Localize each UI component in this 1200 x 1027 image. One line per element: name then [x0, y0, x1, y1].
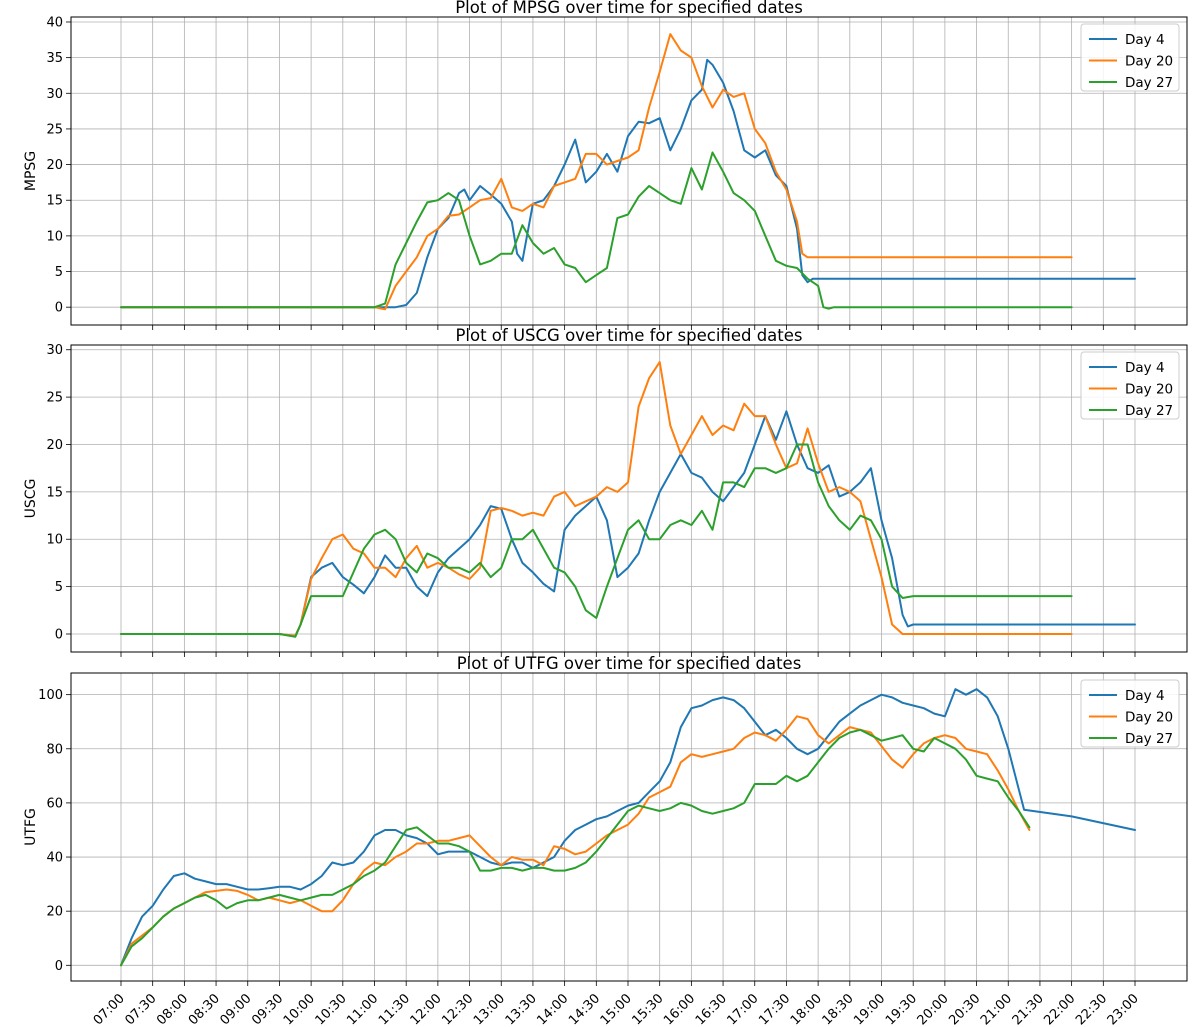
y-tick-label: 25	[46, 391, 63, 406]
y-tick-label: 100	[38, 688, 63, 703]
y-tick-label: 20	[46, 438, 63, 453]
series-line-day-4	[120, 410, 1136, 637]
legend: Day 4 Day 20 Day 27	[1080, 351, 1180, 420]
legend-label: Day 27	[1125, 731, 1173, 747]
x-tick-label: 21:30	[1010, 991, 1047, 1027]
x-tick-label: 09:00	[217, 991, 254, 1027]
y-axis-label: UTFG	[23, 808, 39, 846]
x-tick-label: 14:00	[534, 991, 571, 1027]
chart-title: Plot of MPSG over time for specified dat…	[455, 0, 803, 17]
x-tick-label: 16:00	[661, 991, 698, 1027]
x-tick-label: 07:00	[91, 991, 128, 1027]
x-tick-label: 22:30	[1073, 991, 1110, 1027]
x-tick-label: 10:00	[281, 991, 318, 1027]
y-tick-label: 20	[46, 158, 63, 173]
y-tick-label: 30	[46, 343, 63, 358]
x-tick-label: 09:30	[249, 991, 286, 1027]
x-tick-label: 10:30	[313, 991, 350, 1027]
series-line-day-27	[120, 443, 1073, 638]
chart-panel-3: 0 20 40 60 80 100 Plot of UTFG over time for s…	[23, 654, 1188, 986]
y-tick-label: 80	[46, 742, 63, 757]
legend: Day 4 Day 20 Day 27	[1080, 23, 1180, 92]
y-tick-label: 15	[46, 485, 63, 500]
legend-label: Day 27	[1125, 403, 1173, 419]
legend-label: Day 4	[1125, 688, 1165, 704]
x-tick-label: 08:00	[154, 991, 191, 1027]
y-tick-label: 5	[55, 580, 63, 595]
x-tick-label: 19:00	[851, 991, 888, 1027]
x-tick-label: 19:30	[883, 991, 920, 1027]
plot-frame	[70, 672, 1188, 982]
legend-label: Day 4	[1125, 360, 1165, 376]
y-tick-label: 10	[46, 533, 63, 548]
y-tick-label: 25	[46, 122, 63, 137]
legend-label: Day 4	[1125, 32, 1165, 48]
y-tick-label: 10	[46, 229, 63, 244]
series-line-day-20	[120, 715, 1031, 967]
x-tick-label: 17:30	[756, 991, 793, 1027]
legend-label: Day 20	[1125, 382, 1173, 398]
y-axis-label: MPSG	[23, 151, 39, 191]
y-tick-label: 5	[55, 265, 63, 280]
x-tick-label: 18:00	[788, 991, 825, 1027]
x-tick-label: 16:30	[693, 991, 730, 1027]
legend-box	[1080, 351, 1180, 420]
x-tick-label: 21:00	[978, 991, 1015, 1027]
plot-frame	[70, 16, 1188, 326]
chart-panel-2: 0 5 10 15 20 25 30 Plot of USCG over time for s…	[23, 326, 1188, 657]
chart-title: Plot of UTFG over time for specified dat…	[457, 654, 802, 673]
legend-box	[1080, 679, 1180, 748]
x-tick-label: 22:00	[1041, 991, 1078, 1027]
y-tick-label: 0	[55, 301, 63, 316]
x-tick-label: 12:00	[408, 991, 445, 1027]
chart-panel-1: 0 5 10 15 20 25 30 35 40 Plot of MPSG over time f…	[23, 0, 1188, 330]
y-axis-label: USCG	[23, 479, 39, 519]
series-line-day-27	[120, 728, 1031, 967]
legend-box	[1080, 23, 1180, 92]
y-tick-label: 35	[46, 51, 63, 66]
series-line-day-4	[120, 688, 1136, 967]
x-tick-label: 15:00	[598, 991, 635, 1027]
legend-label: Day 20	[1125, 710, 1173, 726]
x-tick-label: 08:30	[186, 991, 223, 1027]
y-tick-label: 15	[46, 194, 63, 209]
y-tick-label: 40	[46, 15, 63, 30]
x-tick-label: 18:30	[820, 991, 857, 1027]
legend-label: Day 27	[1125, 75, 1173, 91]
y-tick-label: 0	[55, 959, 63, 974]
x-tick-label: 13:30	[503, 991, 540, 1027]
y-tick-label: 20	[46, 905, 63, 920]
x-tick-label: 14:30	[566, 991, 603, 1027]
series-line-day-27	[120, 151, 1073, 310]
x-tick-labels: 07:0007:3008:0008:3009:0009:3010:0010:30…	[91, 991, 1142, 1027]
x-tick-label: 23:00	[1105, 991, 1142, 1027]
series-line-day-20	[120, 33, 1073, 311]
y-tick-label: 30	[46, 87, 63, 102]
y-tick-label: 40	[46, 851, 63, 866]
series-line-day-4	[120, 58, 1136, 309]
y-tick-label: 0	[55, 627, 63, 642]
legend: Day 4 Day 20 Day 27	[1080, 679, 1180, 748]
x-tick-label: 17:00	[724, 991, 761, 1027]
x-tick-label: 11:00	[344, 991, 381, 1027]
plot-frame	[70, 344, 1188, 653]
x-tick-label: 15:30	[629, 991, 666, 1027]
x-tick-label: 12:30	[439, 991, 476, 1027]
x-tick-label: 20:30	[946, 991, 983, 1027]
legend-label: Day 20	[1125, 54, 1173, 70]
x-tick-label: 13:00	[471, 991, 508, 1027]
x-tick-label: 07:30	[122, 991, 159, 1027]
y-tick-label: 60	[46, 796, 63, 811]
x-tick-label: 20:00	[915, 991, 952, 1027]
chart-title: Plot of USCG over time for specified dat…	[455, 326, 802, 345]
x-tick-label: 11:30	[376, 991, 413, 1027]
